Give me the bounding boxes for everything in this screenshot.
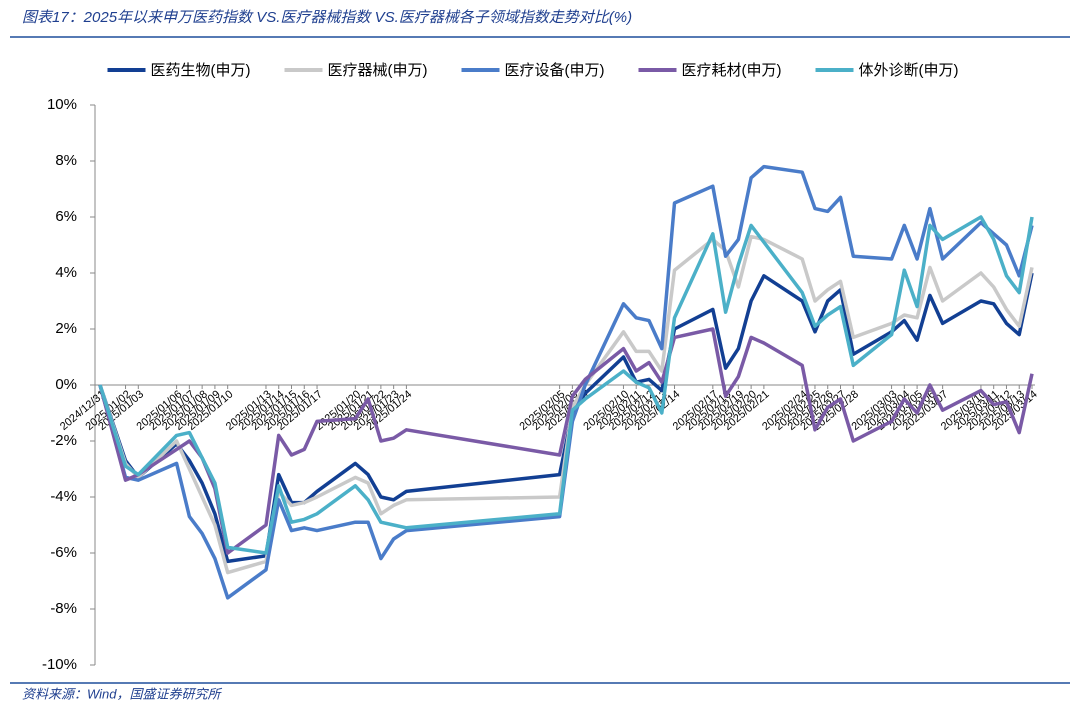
- series-line: [98, 272, 1034, 564]
- y-tick-label: 0%: [55, 376, 77, 393]
- series-line: [98, 234, 1034, 575]
- series-line: [98, 164, 1034, 600]
- legend-label: 医疗耗材(申万): [682, 62, 782, 79]
- y-tick-label: 10%: [47, 96, 77, 113]
- legend-label: 医疗设备(申万): [505, 62, 605, 79]
- y-tick-label: 8%: [55, 152, 77, 169]
- legend-label: 医药生物(申万): [151, 62, 251, 79]
- legend-label: 体外诊断(申万): [859, 62, 959, 79]
- y-tick-label: -4%: [50, 488, 77, 505]
- chart-title: 图表17：2025年以来申万医药指数 VS.医疗器械指数 VS.医疗器械各子领域…: [22, 9, 632, 26]
- y-tick-label: 4%: [55, 264, 77, 281]
- y-tick-label: -6%: [50, 544, 77, 561]
- y-tick-label: 6%: [55, 208, 77, 225]
- y-tick-label: -2%: [50, 432, 77, 449]
- series-line: [98, 327, 1034, 555]
- series-line: [98, 215, 1034, 555]
- y-tick-label: 2%: [55, 320, 77, 337]
- y-tick-label: -10%: [42, 656, 77, 673]
- legend-label: 医疗器械(申万): [328, 62, 428, 79]
- source: 资料来源：Wind，国盛证券研究所: [22, 686, 223, 701]
- y-tick-label: -8%: [50, 600, 77, 617]
